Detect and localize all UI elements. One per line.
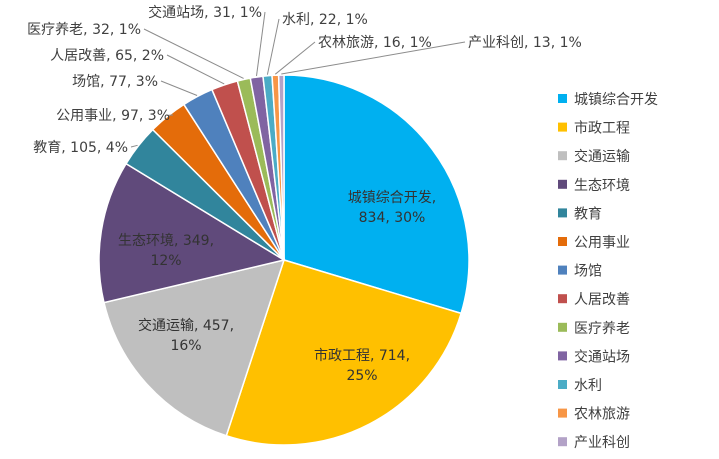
legend-swatch: [558, 94, 567, 103]
pie-slice: [103, 258, 286, 437]
legend-entry: 教育: [574, 206, 602, 222]
data-label: 市政工程, 714,: [314, 347, 410, 364]
legend-entry: 公用事业: [574, 235, 630, 251]
legend-swatch: [558, 408, 567, 418]
legend-swatch: [558, 237, 567, 246]
leader-line: [274, 41, 316, 75]
data-label: 834, 30%: [359, 210, 426, 226]
legend-entry: 水利: [574, 378, 602, 394]
pie-slice: [225, 259, 463, 446]
legend-entry: 医疗养老: [574, 321, 630, 337]
data-label: 公用事业, 97, 3%: [56, 108, 170, 124]
slices-layer: [98, 74, 470, 446]
data-label: 水利, 22, 1%: [282, 12, 368, 28]
data-label: 城镇综合开发,: [348, 190, 436, 206]
legend-entry: 交通站场: [574, 348, 630, 365]
legend-entry: 农林旅游: [574, 407, 630, 423]
legend-swatch: [558, 122, 567, 132]
data-label: 场馆, 77, 3%: [72, 74, 158, 90]
legend-entry: 场馆: [574, 264, 602, 280]
data-label: 人居改善, 65, 2%: [50, 48, 164, 64]
data-labels-layer: 城镇综合开发, 834, 30% 市政工程, 714, 25% 交通运输, 457, 16…: [27, 4, 582, 384]
data-label: 教育, 105, 4%: [33, 140, 128, 156]
pie-slice: [98, 162, 286, 304]
legend: 城镇综合开发市政工程交通运输生态环境教育公用事业场馆人居改善医疗养老交通站场水利…: [558, 92, 658, 451]
data-label: 农林旅游, 16, 1%: [318, 35, 432, 51]
legend-swatch: [558, 294, 567, 304]
data-label: 生态环境, 349,: [118, 233, 214, 249]
legend-swatch: [558, 351, 567, 361]
leader-line: [266, 18, 280, 75]
data-label: 交通站场, 31, 1%: [148, 4, 262, 21]
pie-slice: [277, 74, 285, 261]
legend-swatch: [558, 322, 567, 332]
legend-swatch: [558, 179, 567, 189]
legend-swatch: [558, 437, 567, 447]
legend-entry: 产业科创: [574, 435, 630, 451]
leader-line: [143, 28, 244, 79]
legend-entry: 城镇综合开发: [574, 92, 658, 108]
data-label: 医疗养老, 32, 1%: [27, 22, 141, 38]
legend-entry: 市政工程: [574, 120, 630, 137]
legend-swatch: [558, 380, 567, 389]
leader-line: [160, 80, 198, 96]
data-label: 16%: [170, 338, 201, 354]
leader-line: [166, 54, 225, 85]
leader-lines-layer: [130, 11, 466, 148]
data-label: 12%: [150, 253, 181, 269]
legend-entry: 生态环境: [574, 178, 630, 194]
leader-line: [130, 144, 138, 148]
legend-entry: 人居改善: [574, 292, 630, 308]
data-label: 交通运输, 457,: [138, 317, 234, 334]
leader-line: [256, 11, 266, 77]
legend-swatch: [558, 208, 567, 218]
data-label: 产业科创, 13, 1%: [468, 35, 582, 51]
pie-slice: [283, 74, 470, 315]
data-label: 25%: [346, 368, 377, 384]
legend-entry: 交通运输: [574, 148, 630, 165]
leader-line: [281, 41, 466, 75]
legend-swatch: [558, 151, 567, 161]
legend-swatch: [558, 265, 567, 275]
